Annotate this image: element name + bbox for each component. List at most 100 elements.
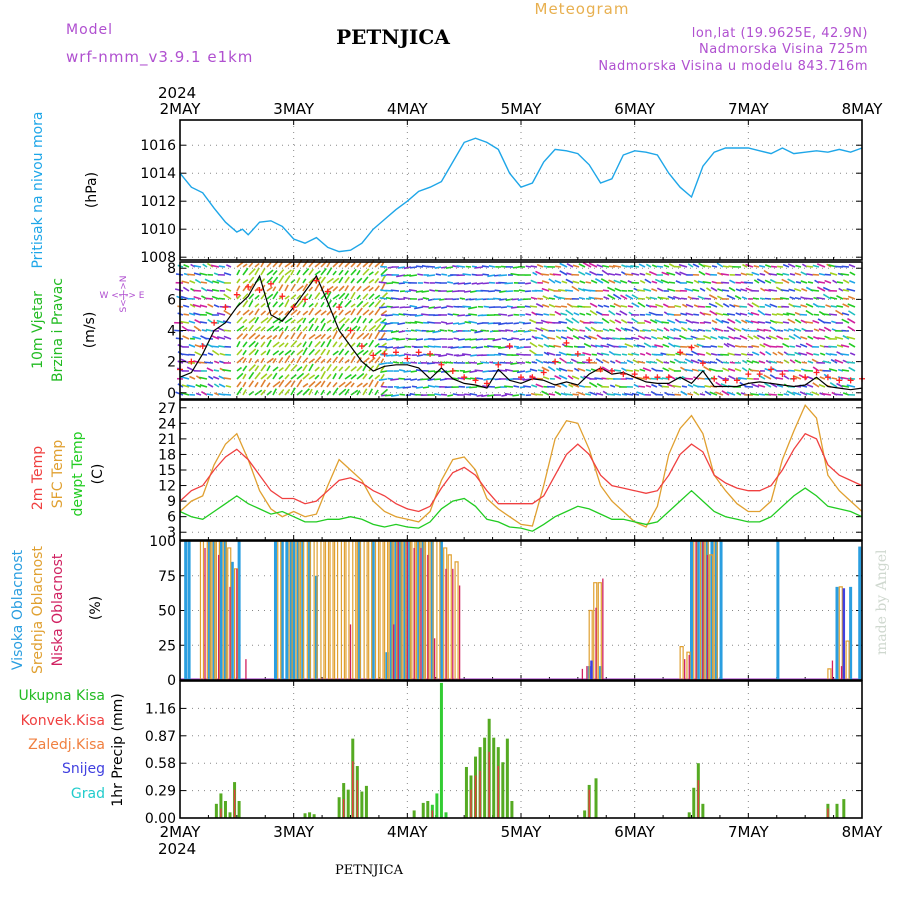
wind-vector xyxy=(651,367,658,372)
wind-vector xyxy=(326,261,331,268)
wind-vector xyxy=(428,306,436,309)
wind-vector xyxy=(362,357,370,364)
wind-vector xyxy=(266,286,273,292)
wind-gust-mark xyxy=(631,371,638,378)
wind-vector xyxy=(596,264,604,268)
wind-vector xyxy=(314,283,320,292)
wind-vector xyxy=(714,301,724,308)
wind-vector xyxy=(849,271,856,276)
wind-vector xyxy=(380,373,385,380)
wind-vector xyxy=(816,263,826,268)
wind-vector xyxy=(709,310,718,316)
wind-vector xyxy=(284,317,293,324)
wind-vector xyxy=(674,393,682,396)
wind-vector xyxy=(368,286,374,292)
wind-vector xyxy=(573,367,580,372)
wind-vector xyxy=(462,273,472,276)
wind-vector xyxy=(656,328,664,332)
wind-vector xyxy=(296,389,303,396)
wind-vector xyxy=(740,345,748,348)
wind-vector xyxy=(553,294,562,300)
cloud-bar-1 xyxy=(324,540,330,680)
wind-vector xyxy=(344,317,350,324)
temp-2m-line xyxy=(179,432,863,513)
wind-vector xyxy=(296,379,303,388)
wind-vector xyxy=(740,288,748,292)
wind-vector xyxy=(615,312,622,316)
wind-gust-mark xyxy=(211,319,218,326)
wind-vector xyxy=(326,277,334,284)
wind-vector xyxy=(320,340,326,348)
wind-vector xyxy=(530,265,538,268)
wind-vector xyxy=(710,345,718,348)
wind-vector xyxy=(680,312,688,316)
precip-total-bar xyxy=(364,785,368,818)
wind-vector xyxy=(763,328,772,332)
wind-vector xyxy=(506,378,514,381)
wind-vector xyxy=(645,313,652,316)
precip-conv-bar xyxy=(479,770,481,818)
wind-vector xyxy=(344,350,350,356)
wind-vector xyxy=(390,306,400,309)
wind-vector xyxy=(571,327,580,332)
wind-vector xyxy=(457,314,466,317)
wind-vector xyxy=(296,324,302,332)
wind-gust-mark xyxy=(608,367,615,374)
wind-vector xyxy=(326,349,331,356)
cloud-bar-1 xyxy=(368,540,373,680)
wind-vector xyxy=(266,365,271,372)
wind-vector xyxy=(662,335,670,340)
wind-vector xyxy=(726,342,736,348)
wind-vector xyxy=(362,261,369,268)
wind-vector xyxy=(631,352,640,356)
wind-vector xyxy=(278,342,285,348)
wind-vector xyxy=(408,288,418,292)
wind-vector xyxy=(625,294,634,300)
wind-vector xyxy=(768,360,778,364)
wind-vector xyxy=(534,393,544,396)
wind-vector xyxy=(326,373,332,380)
wind-vector xyxy=(390,378,400,381)
wind-vector xyxy=(207,352,214,356)
wind-vector xyxy=(757,384,766,388)
wind-vector xyxy=(272,325,280,332)
cloud-bar-3 xyxy=(590,660,593,680)
wind-vector xyxy=(588,381,598,388)
wind-vector xyxy=(332,270,337,276)
wind-vector xyxy=(410,370,418,373)
wind-vector xyxy=(734,353,742,356)
wind-vector xyxy=(638,385,646,388)
temp-label-sfc: SFC Temp xyxy=(50,440,66,509)
wind-vector xyxy=(314,349,321,356)
wind-vector xyxy=(356,365,363,372)
x-label-bottom: 8MAY xyxy=(842,823,884,841)
wind-vector xyxy=(513,330,520,333)
cloud-bar-1 xyxy=(233,568,239,680)
wind-vector xyxy=(548,297,556,300)
wind-vector xyxy=(332,350,339,356)
wind-vector xyxy=(812,264,820,268)
precip-conv-bar xyxy=(497,766,500,818)
wind-vector xyxy=(662,343,670,348)
cloud-bar-2 xyxy=(217,554,220,680)
wind-vector xyxy=(537,344,544,348)
wind-vector xyxy=(236,356,245,364)
wind-vector xyxy=(266,293,274,300)
wind-vector xyxy=(840,272,850,276)
cloud-bar-2 xyxy=(245,659,247,680)
wind-vector xyxy=(186,366,196,372)
wind-vector xyxy=(398,330,406,333)
wind-vector xyxy=(296,285,304,292)
wind-vector xyxy=(738,377,748,380)
cloud-bar-2 xyxy=(413,547,415,680)
wind-gust-mark xyxy=(688,344,695,351)
wind-vector xyxy=(338,372,344,380)
wind-gust-mark xyxy=(233,291,240,298)
wind-vector xyxy=(302,388,310,396)
wind-vector xyxy=(338,323,346,332)
wind-vector xyxy=(302,372,310,380)
wind-vector xyxy=(739,305,748,308)
wind-vector xyxy=(717,335,724,340)
wind-vector xyxy=(314,341,321,348)
wind-vector xyxy=(426,330,436,333)
